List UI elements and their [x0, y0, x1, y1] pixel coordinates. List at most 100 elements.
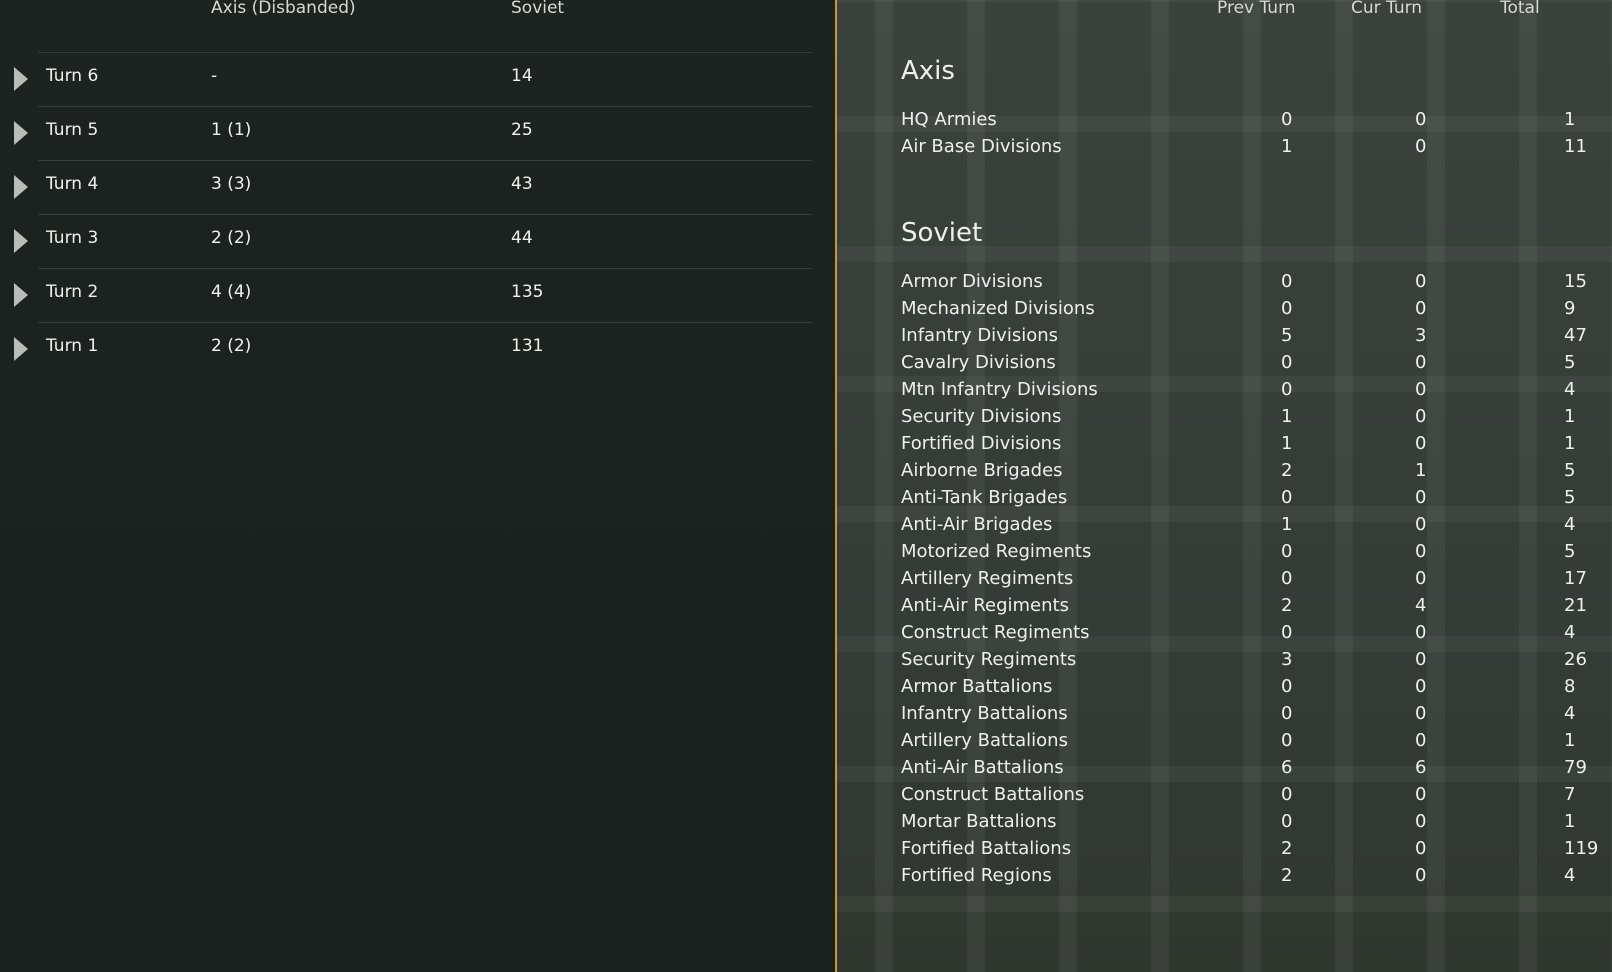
row-separator	[38, 106, 812, 107]
axis-value: 1 (1)	[211, 120, 252, 140]
turn-row[interactable]: Turn 5 1 (1) 25	[0, 106, 812, 160]
prev-turn-value: 5	[1281, 325, 1293, 346]
prev-turn-value: 0	[1281, 487, 1293, 508]
total-value: 9	[1564, 298, 1576, 319]
unit-type-label: Armor Battalions	[901, 676, 1053, 697]
prev-turn-value: 6	[1281, 757, 1293, 778]
soviet-value: 135	[511, 282, 544, 302]
soviet-value: 14	[511, 66, 533, 86]
prev-turn-value: 1	[1281, 433, 1293, 454]
unit-type-label: Anti-Air Regiments	[901, 595, 1069, 616]
stat-row: Infantry Battalions 0 0 4	[901, 703, 1601, 730]
row-separator	[38, 52, 812, 53]
turn-row[interactable]: Turn 2 4 (4) 135	[0, 268, 812, 322]
row-separator	[38, 322, 812, 323]
stat-row: Armor Battalions 0 0 8	[901, 676, 1601, 703]
prev-turn-value: 0	[1281, 784, 1293, 805]
stat-row: Fortified Battalions 2 0 119	[901, 838, 1601, 865]
turn-label: Turn 2	[46, 282, 99, 302]
turn-row[interactable]: Turn 3 2 (2) 44	[0, 214, 812, 268]
stat-row: Construct Regiments 0 0 4	[901, 622, 1601, 649]
unit-type-label: Air Base Divisions	[901, 136, 1062, 157]
total-value: 4	[1564, 703, 1576, 724]
expand-triangle-icon[interactable]	[14, 121, 28, 145]
stat-row: Motorized Regiments 0 0 5	[901, 541, 1601, 568]
cur-turn-value: 0	[1415, 271, 1427, 292]
expand-triangle-icon[interactable]	[14, 283, 28, 307]
prev-turn-value: 0	[1281, 811, 1293, 832]
prev-turn-value: 2	[1281, 595, 1293, 616]
turn-row[interactable]: Turn 1 2 (2) 131	[0, 322, 812, 376]
soviet-column-header: Soviet	[511, 0, 565, 18]
unit-type-label: Mtn Infantry Divisions	[901, 379, 1098, 400]
cur-turn-value: 0	[1415, 406, 1427, 427]
unit-type-label: Construct Regiments	[901, 622, 1090, 643]
cur-turn-value: 0	[1415, 703, 1427, 724]
total-value: 1	[1564, 406, 1576, 427]
total-value: 7	[1564, 784, 1576, 805]
unit-type-label: Anti-Tank Brigades	[901, 487, 1068, 508]
unit-type-label: Mortar Battalions	[901, 811, 1057, 832]
total-value: 11	[1564, 136, 1587, 157]
cur-turn-value: 1	[1415, 460, 1427, 481]
turn-history-header: Axis (Disbanded) Soviet	[0, 0, 835, 22]
total-column-header: Total	[1500, 0, 1540, 18]
soviet-value: 131	[511, 336, 544, 356]
total-value: 79	[1564, 757, 1587, 778]
unit-type-label: Cavalry Divisions	[901, 352, 1056, 373]
prev-turn-value: 0	[1281, 676, 1293, 697]
turn-row[interactable]: Turn 6 - 14	[0, 52, 812, 106]
unit-type-label: Fortified Battalions	[901, 838, 1072, 859]
total-value: 15	[1564, 271, 1587, 292]
turn-label: Turn 1	[46, 336, 99, 356]
total-value: 4	[1564, 865, 1576, 886]
total-value: 5	[1564, 460, 1576, 481]
cur-turn-column-header: Cur Turn	[1351, 0, 1423, 18]
turn-row[interactable]: Turn 4 3 (3) 43	[0, 160, 812, 214]
soviet-value: 25	[511, 120, 533, 140]
total-value: 1	[1564, 811, 1576, 832]
expand-triangle-icon[interactable]	[14, 229, 28, 253]
cur-turn-value: 0	[1415, 676, 1427, 697]
cur-turn-value: 0	[1415, 649, 1427, 670]
cur-turn-value: 4	[1415, 595, 1427, 616]
cur-turn-value: 0	[1415, 136, 1427, 157]
axis-value: 4 (4)	[211, 282, 252, 302]
unit-type-label: Motorized Regiments	[901, 541, 1092, 562]
prev-turn-column-header: Prev Turn	[1217, 0, 1296, 18]
prev-turn-value: 0	[1281, 109, 1293, 130]
stat-row: Armor Divisions 0 0 15	[901, 271, 1601, 298]
soviet-section-title: Soviet	[901, 218, 983, 248]
stat-row: Air Base Divisions 1 0 11	[901, 136, 1601, 163]
row-separator	[38, 160, 812, 161]
total-value: 26	[1564, 649, 1587, 670]
cur-turn-value: 3	[1415, 325, 1427, 346]
unit-type-label: Mechanized Divisions	[901, 298, 1095, 319]
expand-triangle-icon[interactable]	[14, 67, 28, 91]
stat-row: Anti-Air Battalions 6 6 79	[901, 757, 1601, 784]
unit-type-label: Fortified Regions	[901, 865, 1052, 886]
prev-turn-value: 1	[1281, 136, 1293, 157]
cur-turn-value: 0	[1415, 730, 1427, 751]
cur-turn-value: 0	[1415, 433, 1427, 454]
stat-row: Anti-Tank Brigades 0 0 5	[901, 487, 1601, 514]
row-separator	[38, 214, 812, 215]
stat-row: Artillery Regiments 0 0 17	[901, 568, 1601, 595]
expand-triangle-icon[interactable]	[14, 175, 28, 199]
total-value: 47	[1564, 325, 1587, 346]
expand-triangle-icon[interactable]	[14, 337, 28, 361]
stat-row: Anti-Air Regiments 2 4 21	[901, 595, 1601, 622]
cur-turn-value: 0	[1415, 838, 1427, 859]
prev-turn-value: 0	[1281, 730, 1293, 751]
panel-divider	[835, 0, 837, 972]
unit-type-label: Airborne Brigades	[901, 460, 1063, 481]
stat-row: Fortified Regions 2 0 4	[901, 865, 1601, 892]
stat-row: Construct Battalions 0 0 7	[901, 784, 1601, 811]
unit-type-label: Artillery Battalions	[901, 730, 1068, 751]
cur-turn-value: 0	[1415, 811, 1427, 832]
prev-turn-value: 0	[1281, 568, 1293, 589]
total-value: 21	[1564, 595, 1587, 616]
unit-type-label: Infantry Battalions	[901, 703, 1068, 724]
turn-label: Turn 4	[46, 174, 99, 194]
unit-type-label: Construct Battalions	[901, 784, 1085, 805]
